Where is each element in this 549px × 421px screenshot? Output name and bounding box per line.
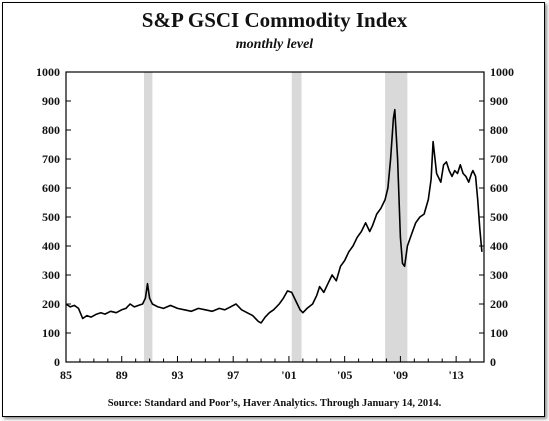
chart-subtitle: monthly level: [235, 37, 314, 52]
y-tick-label-left: 400: [42, 239, 60, 253]
x-tick-label: 97: [227, 368, 239, 382]
x-tick-label: 89: [116, 368, 128, 382]
y-tick-label-left: 0: [54, 355, 60, 369]
y-tick-label-left: 800: [42, 123, 60, 137]
y-tick-label-right: 0: [490, 355, 496, 369]
series-layer: [65, 108, 483, 324]
y-tick-label-right: 700: [490, 152, 508, 166]
recession-band-1: [144, 72, 153, 362]
y-tick-label-right: 600: [490, 181, 508, 195]
y-tick-label-right: 400: [490, 239, 508, 253]
y-tick-label-right: 100: [490, 326, 508, 340]
chart-frame: [2, 2, 545, 417]
x-tick-label: '05: [337, 368, 352, 382]
chart-title: S&P GSCI Commodity Index: [141, 8, 408, 32]
y-tick-label-left: 900: [42, 94, 60, 108]
axis-layer: 0 0 100 100 200 200 300 300 400 400 500 500 600 600 70…: [36, 65, 514, 382]
recession-band-2: [291, 72, 302, 362]
x-tick-label: '13: [448, 368, 463, 382]
y-tick-label-right: 500: [490, 210, 508, 224]
x-tick-label: 93: [171, 368, 183, 382]
y-tick-label-right: 300: [490, 268, 508, 282]
x-tick-label: '01: [281, 368, 296, 382]
series-line-1: [65, 108, 483, 324]
y-tick-label-right: 1000: [490, 65, 514, 79]
y-tick-label-left: 600: [42, 181, 60, 195]
y-tick-label-left: 1000: [36, 65, 60, 79]
chart-source-note: Source: Standard and Poor’s, Haver Analy…: [107, 398, 442, 409]
y-tick-label-right: 200: [490, 297, 508, 311]
recession-band-3: [385, 72, 408, 362]
y-tick-label-right: 900: [490, 94, 508, 108]
recession-bands: [144, 72, 408, 362]
y-tick-label-right: 800: [490, 123, 508, 137]
y-tick-label-left: 700: [42, 152, 60, 166]
x-tick-label: 85: [60, 368, 72, 382]
y-tick-label-left: 100: [42, 326, 60, 340]
y-tick-label-left: 500: [42, 210, 60, 224]
y-tick-label-left: 200: [42, 297, 60, 311]
y-tick-label-left: 300: [42, 268, 60, 282]
x-tick-label: '09: [393, 368, 408, 382]
